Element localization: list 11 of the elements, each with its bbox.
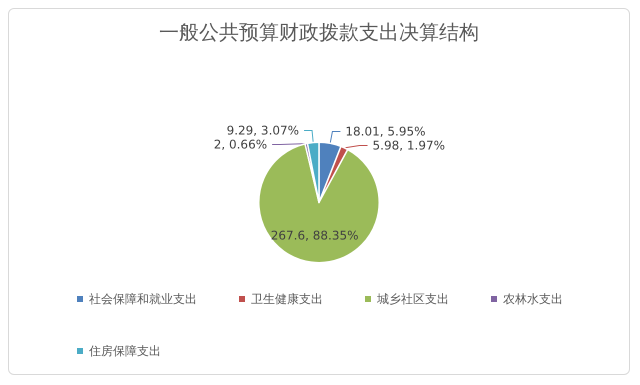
data-label: 18.01, 5.95% xyxy=(345,124,426,138)
data-label: 5.98, 1.97% xyxy=(372,138,446,152)
data-label: 9.29, 3.07% xyxy=(226,124,300,138)
legend-label: 农林水支出 xyxy=(503,292,563,306)
data-label: 2, 0.66% xyxy=(214,138,268,152)
legend-label: 卫生健康支出 xyxy=(251,292,323,306)
legend-label: 住房保障支出 xyxy=(88,344,161,358)
chart-title: 一般公共预算财政拨款支出决算结构 xyxy=(159,20,479,44)
legend-label: 社会保障和就业支出 xyxy=(89,292,197,306)
data-label: 267.6, 88.35% xyxy=(270,228,359,242)
legend-label: 城乡社区支出 xyxy=(376,292,449,306)
